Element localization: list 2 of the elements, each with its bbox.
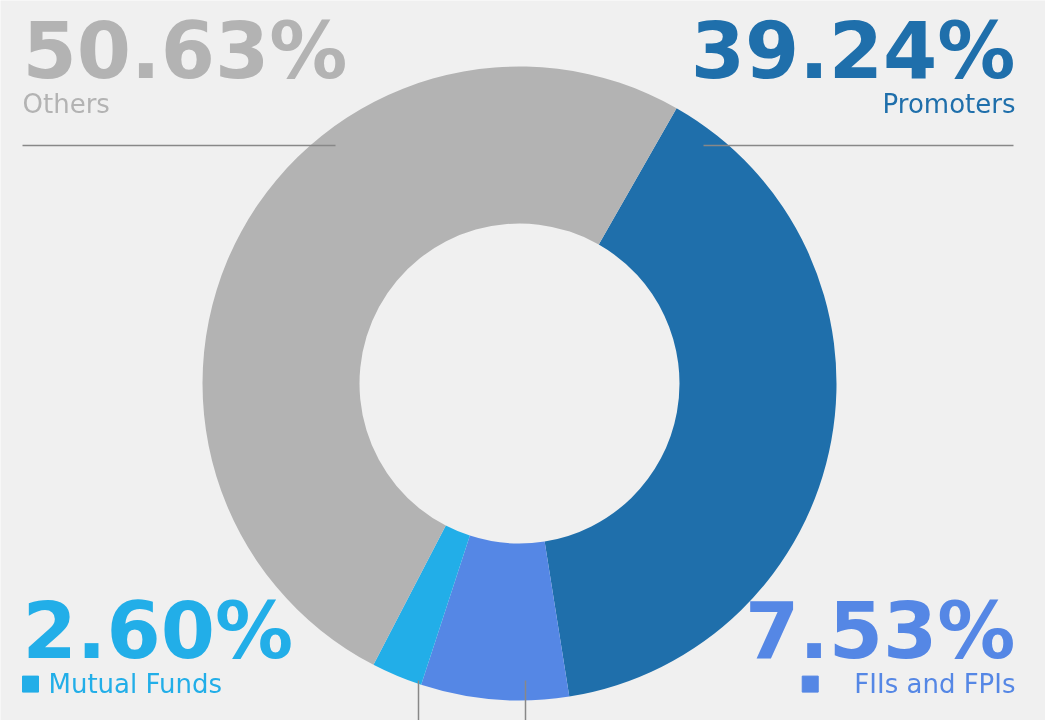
slice-label: Promoters — [882, 88, 1016, 119]
slice-label: Others — [22, 88, 110, 119]
